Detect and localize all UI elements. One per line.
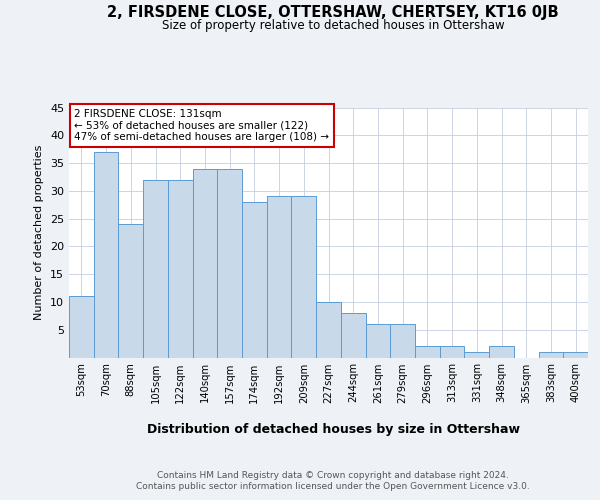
Bar: [267, 196, 292, 358]
Bar: [415, 346, 440, 358]
Bar: [143, 180, 168, 358]
Bar: [390, 324, 415, 358]
Text: Contains public sector information licensed under the Open Government Licence v3: Contains public sector information licen…: [136, 482, 530, 491]
Bar: [316, 302, 341, 358]
Bar: [118, 224, 143, 358]
Bar: [365, 324, 390, 358]
Bar: [69, 296, 94, 358]
Bar: [168, 180, 193, 358]
Bar: [563, 352, 588, 358]
Text: Contains HM Land Registry data © Crown copyright and database right 2024.: Contains HM Land Registry data © Crown c…: [157, 471, 509, 480]
Bar: [193, 168, 217, 358]
Text: Distribution of detached houses by size in Ottershaw: Distribution of detached houses by size …: [146, 422, 520, 436]
Bar: [217, 168, 242, 358]
Bar: [464, 352, 489, 358]
Bar: [440, 346, 464, 358]
Bar: [94, 152, 118, 358]
Text: 2 FIRSDENE CLOSE: 131sqm
← 53% of detached houses are smaller (122)
47% of semi-: 2 FIRSDENE CLOSE: 131sqm ← 53% of detach…: [74, 109, 329, 142]
Bar: [292, 196, 316, 358]
Text: 2, FIRSDENE CLOSE, OTTERSHAW, CHERTSEY, KT16 0JB: 2, FIRSDENE CLOSE, OTTERSHAW, CHERTSEY, …: [107, 5, 559, 20]
Bar: [489, 346, 514, 358]
Text: Size of property relative to detached houses in Ottershaw: Size of property relative to detached ho…: [161, 19, 505, 32]
Y-axis label: Number of detached properties: Number of detached properties: [34, 145, 44, 320]
Bar: [341, 313, 365, 358]
Bar: [539, 352, 563, 358]
Bar: [242, 202, 267, 358]
